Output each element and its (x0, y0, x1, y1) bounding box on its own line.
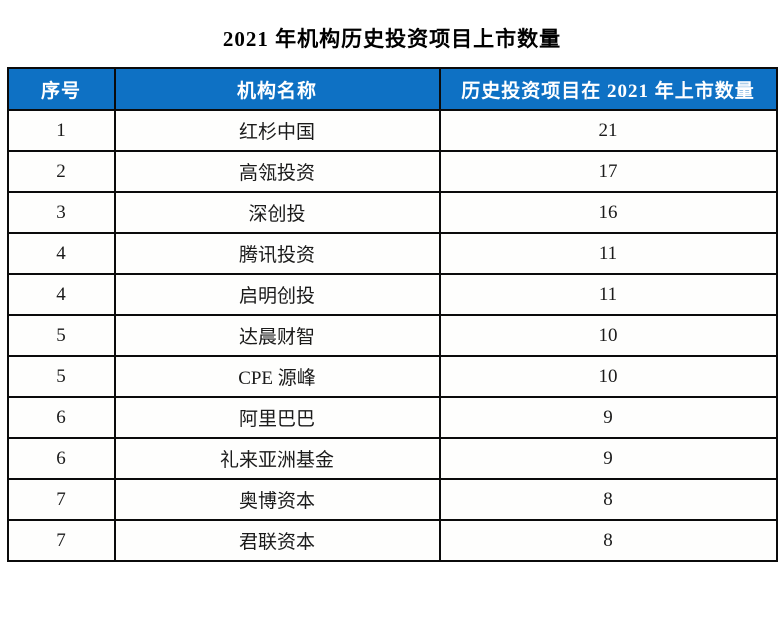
count-cell: 8 (438, 519, 778, 563)
count-cell: 16 (438, 191, 778, 235)
col-header-org: 机构名称 (113, 67, 441, 112)
org-cell: 启明创投 (113, 273, 441, 317)
rank-cell: 2 (6, 150, 116, 194)
rank-cell: 7 (6, 478, 116, 522)
col-header-rank: 序号 (6, 67, 116, 112)
table-row: 7 君联资本 8 (6, 519, 778, 563)
count-cell: 9 (438, 437, 778, 481)
count-cell: 10 (438, 355, 778, 399)
count-cell: 8 (438, 478, 778, 522)
table-row: 6 阿里巴巴 9 (6, 396, 778, 440)
count-cell: 17 (438, 150, 778, 194)
count-cell: 9 (438, 396, 778, 440)
count-cell: 11 (438, 273, 778, 317)
org-cell: 红杉中国 (113, 109, 441, 153)
org-cell: 礼来亚洲基金 (113, 437, 441, 481)
table-row: 5 CPE 源峰 10 (6, 355, 778, 399)
count-cell: 11 (438, 232, 778, 276)
org-cell: 君联资本 (113, 519, 441, 563)
rank-cell: 3 (6, 191, 116, 235)
rank-cell: 5 (6, 355, 116, 399)
org-cell: 深创投 (113, 191, 441, 235)
table-row: 5 达晨财智 10 (6, 314, 778, 358)
table-row: 4 启明创投 11 (6, 273, 778, 317)
rank-cell: 4 (6, 232, 116, 276)
rank-cell: 4 (6, 273, 116, 317)
table-title: 2021 年机构历史投资项目上市数量 (222, 27, 562, 51)
table-row: 6 礼来亚洲基金 9 (6, 437, 778, 481)
rank-cell: 5 (6, 314, 116, 358)
col-header-count: 历史投资项目在 2021 年上市数量 (438, 67, 778, 112)
org-cell: 奥博资本 (113, 478, 441, 522)
org-cell: 阿里巴巴 (113, 396, 441, 440)
rank-cell: 1 (6, 109, 116, 153)
org-cell: 达晨财智 (113, 314, 441, 358)
org-cell: 腾讯投资 (113, 232, 441, 276)
table-row: 7 奥博资本 8 (6, 478, 778, 522)
org-cell: 高瓴投资 (113, 150, 441, 194)
header-row: 序号 机构名称 历史投资项目在 2021 年上市数量 (6, 67, 778, 112)
table-row: 4 腾讯投资 11 (6, 232, 778, 276)
rank-cell: 6 (6, 437, 116, 481)
count-cell: 10 (438, 314, 778, 358)
table-row: 3 深创投 16 (6, 191, 778, 235)
rank-cell: 6 (6, 396, 116, 440)
table-row: 2 高瓴投资 17 (6, 150, 778, 194)
rank-cell: 7 (6, 519, 116, 563)
investment-ipo-table: 序号 机构名称 历史投资项目在 2021 年上市数量 1 红杉中国 21 2 高… (6, 67, 778, 563)
org-cell: CPE 源峰 (113, 355, 441, 399)
table-row: 1 红杉中国 21 (6, 109, 778, 153)
count-cell: 21 (438, 109, 778, 153)
